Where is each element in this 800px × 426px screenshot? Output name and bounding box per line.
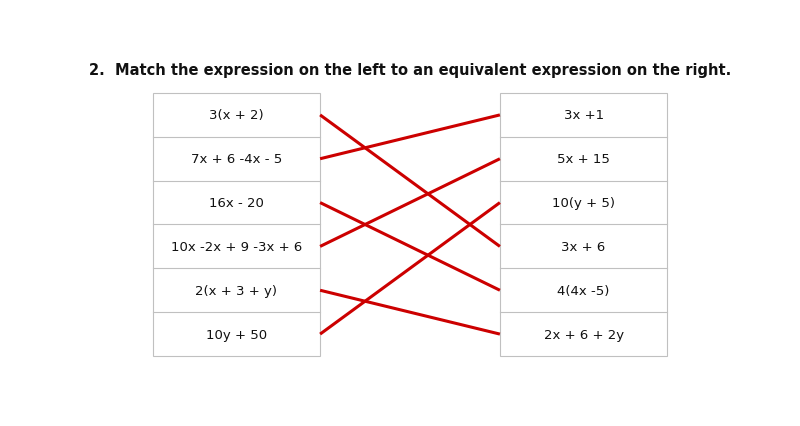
Text: 2.  Match the expression on the left to an equivalent expression on the right.: 2. Match the expression on the left to a… (89, 63, 731, 78)
Text: 2x + 6 + 2y: 2x + 6 + 2y (543, 328, 624, 341)
Text: 10(y + 5): 10(y + 5) (552, 197, 615, 210)
Text: 16x - 20: 16x - 20 (209, 197, 264, 210)
Text: 2(x + 3 + y): 2(x + 3 + y) (195, 284, 278, 297)
Text: 10x -2x + 9 -3x + 6: 10x -2x + 9 -3x + 6 (170, 240, 302, 253)
Text: 10y + 50: 10y + 50 (206, 328, 267, 341)
Bar (500, 94, 667, 356)
Text: 3x +1: 3x +1 (563, 109, 604, 122)
Text: 7x + 6 -4x - 5: 7x + 6 -4x - 5 (190, 153, 282, 166)
Bar (153, 94, 320, 356)
Text: 3(x + 2): 3(x + 2) (209, 109, 264, 122)
Text: 4(4x -5): 4(4x -5) (558, 284, 610, 297)
Text: 5x + 15: 5x + 15 (557, 153, 610, 166)
Text: 3x + 6: 3x + 6 (562, 240, 606, 253)
